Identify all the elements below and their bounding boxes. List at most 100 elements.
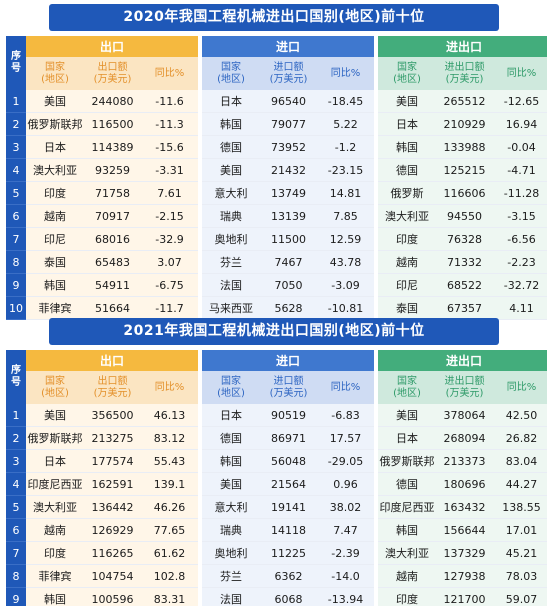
export-yoy: 83.31 bbox=[141, 588, 199, 606]
export-amount: 116265 bbox=[84, 542, 141, 565]
row-index: 8 bbox=[6, 565, 26, 588]
export-country: 越南 bbox=[26, 205, 84, 228]
import-country: 美国 bbox=[202, 159, 261, 182]
total-country: 日本 bbox=[378, 113, 437, 136]
import-header: 进口 bbox=[202, 36, 375, 57]
import-country: 日本 bbox=[202, 90, 261, 113]
export-amount: 244080 bbox=[84, 90, 141, 113]
country-header: 国家 (地区) bbox=[378, 371, 437, 404]
export-amount: 114389 bbox=[84, 136, 141, 159]
total-yoy: -11.28 bbox=[493, 182, 547, 205]
import-country: 奥地利 bbox=[202, 228, 261, 251]
export-yoy: 139.1 bbox=[141, 473, 199, 496]
import-amount: 21432 bbox=[260, 159, 318, 182]
total-amount: 213373 bbox=[436, 450, 494, 473]
import-amount: 90519 bbox=[260, 404, 318, 427]
table-row: 9 韩国 54911 -6.75 法国 7050 -3.09 印尼 68522 -32.72 bbox=[6, 274, 547, 297]
export-yoy: -2.15 bbox=[141, 205, 199, 228]
import-country: 意大利 bbox=[202, 182, 261, 205]
export-country: 日本 bbox=[26, 136, 84, 159]
import-country: 日本 bbox=[202, 404, 261, 427]
export-yoy: -11.3 bbox=[141, 113, 199, 136]
export-amount: 116500 bbox=[84, 113, 141, 136]
import-amount: 11500 bbox=[260, 228, 318, 251]
export-country: 越南 bbox=[26, 519, 84, 542]
import-amount: 79077 bbox=[260, 113, 318, 136]
country-header: 国家 (地区) bbox=[202, 371, 261, 404]
amount-header: 出口额 (万美元) bbox=[84, 57, 141, 90]
table-row: 1 美国 244080 -11.6 日本 96540 -18.45 美国 265512 -12.6… bbox=[6, 90, 547, 113]
table-row: 5 澳大利亚 136442 46.26 意大利 19141 38.02 印度尼西亚 163432… bbox=[6, 496, 547, 519]
row-index: 7 bbox=[6, 542, 26, 565]
yoy-header: 同比% bbox=[317, 371, 375, 404]
import-amount: 7467 bbox=[260, 251, 318, 274]
row-index: 2 bbox=[6, 113, 26, 136]
total-country: 澳大利亚 bbox=[378, 542, 437, 565]
total-header: 进出口 bbox=[378, 350, 547, 371]
yoy-header: 同比% bbox=[493, 371, 547, 404]
import-amount: 7050 bbox=[260, 274, 318, 297]
row-index: 9 bbox=[6, 588, 26, 606]
export-country: 印度 bbox=[26, 542, 84, 565]
yoy-header: 同比% bbox=[493, 57, 547, 90]
export-yoy: -11.6 bbox=[141, 90, 199, 113]
amount-header: 进出口额 (万美元) bbox=[436, 57, 494, 90]
total-amount: 268094 bbox=[436, 427, 494, 450]
total-yoy: 83.04 bbox=[493, 450, 547, 473]
total-amount: 116606 bbox=[436, 182, 494, 205]
country-header: 国家 (地区) bbox=[26, 57, 84, 90]
export-header: 出口 bbox=[26, 350, 199, 371]
import-amount: 13139 bbox=[260, 205, 318, 228]
total-yoy: 78.03 bbox=[493, 565, 547, 588]
total-country: 俄罗斯联邦 bbox=[378, 450, 437, 473]
row-index: 7 bbox=[6, 228, 26, 251]
total-yoy: -0.04 bbox=[493, 136, 547, 159]
table-row: 3 日本 177574 55.43 韩国 56048 -29.05 俄罗斯联邦 213373 83… bbox=[6, 450, 547, 473]
export-amount: 51664 bbox=[84, 297, 141, 320]
total-country: 德国 bbox=[378, 159, 437, 182]
row-index: 10 bbox=[6, 297, 26, 320]
total-yoy: -12.65 bbox=[493, 90, 547, 113]
total-yoy: 42.50 bbox=[493, 404, 547, 427]
total-yoy: -4.71 bbox=[493, 159, 547, 182]
import-country: 法国 bbox=[202, 274, 261, 297]
total-country: 澳大利亚 bbox=[378, 205, 437, 228]
export-country: 澳大利亚 bbox=[26, 496, 84, 519]
total-country: 越南 bbox=[378, 565, 437, 588]
import-country: 韩国 bbox=[202, 450, 261, 473]
import-yoy: 5.22 bbox=[317, 113, 375, 136]
total-amount: 71332 bbox=[436, 251, 494, 274]
yoy-header: 同比% bbox=[141, 371, 199, 404]
total-yoy: 45.21 bbox=[493, 542, 547, 565]
total-country: 韩国 bbox=[378, 136, 437, 159]
trade-table: 序号 出口 进口 进出口 国家 (地区) 出口额 (万美元) 同比% 国家 (地区) … bbox=[6, 36, 547, 320]
total-amount: 133988 bbox=[436, 136, 494, 159]
row-index: 6 bbox=[6, 205, 26, 228]
amount-header: 进出口额 (万美元) bbox=[436, 371, 494, 404]
table-row: 7 印尼 68016 -32.9 奥地利 11500 12.59 印度 76328 -6.56 bbox=[6, 228, 547, 251]
import-country: 瑞典 bbox=[202, 205, 261, 228]
export-country: 印度 bbox=[26, 182, 84, 205]
total-amount: 68522 bbox=[436, 274, 494, 297]
total-amount: 265512 bbox=[436, 90, 494, 113]
export-amount: 71758 bbox=[84, 182, 141, 205]
table-row: 5 印度 71758 7.61 意大利 13749 14.81 俄罗斯 116606 -11.28 bbox=[6, 182, 547, 205]
export-country: 韩国 bbox=[26, 588, 84, 606]
export-amount: 54911 bbox=[84, 274, 141, 297]
import-yoy: 14.81 bbox=[317, 182, 375, 205]
export-yoy: 7.61 bbox=[141, 182, 199, 205]
index-header: 序号 bbox=[6, 36, 26, 90]
amount-header: 进口额 (万美元) bbox=[260, 57, 318, 90]
table-row: 3 日本 114389 -15.6 德国 73952 -1.2 韩国 133988 -0.04 bbox=[6, 136, 547, 159]
total-header: 进出口 bbox=[378, 36, 547, 57]
total-country: 韩国 bbox=[378, 519, 437, 542]
export-header: 出口 bbox=[26, 36, 199, 57]
export-amount: 100596 bbox=[84, 588, 141, 606]
total-country: 泰国 bbox=[378, 297, 437, 320]
row-index: 8 bbox=[6, 251, 26, 274]
import-yoy: 7.85 bbox=[317, 205, 375, 228]
export-yoy: -15.6 bbox=[141, 136, 199, 159]
import-yoy: 0.96 bbox=[317, 473, 375, 496]
row-index: 1 bbox=[6, 404, 26, 427]
import-amount: 5628 bbox=[260, 297, 318, 320]
